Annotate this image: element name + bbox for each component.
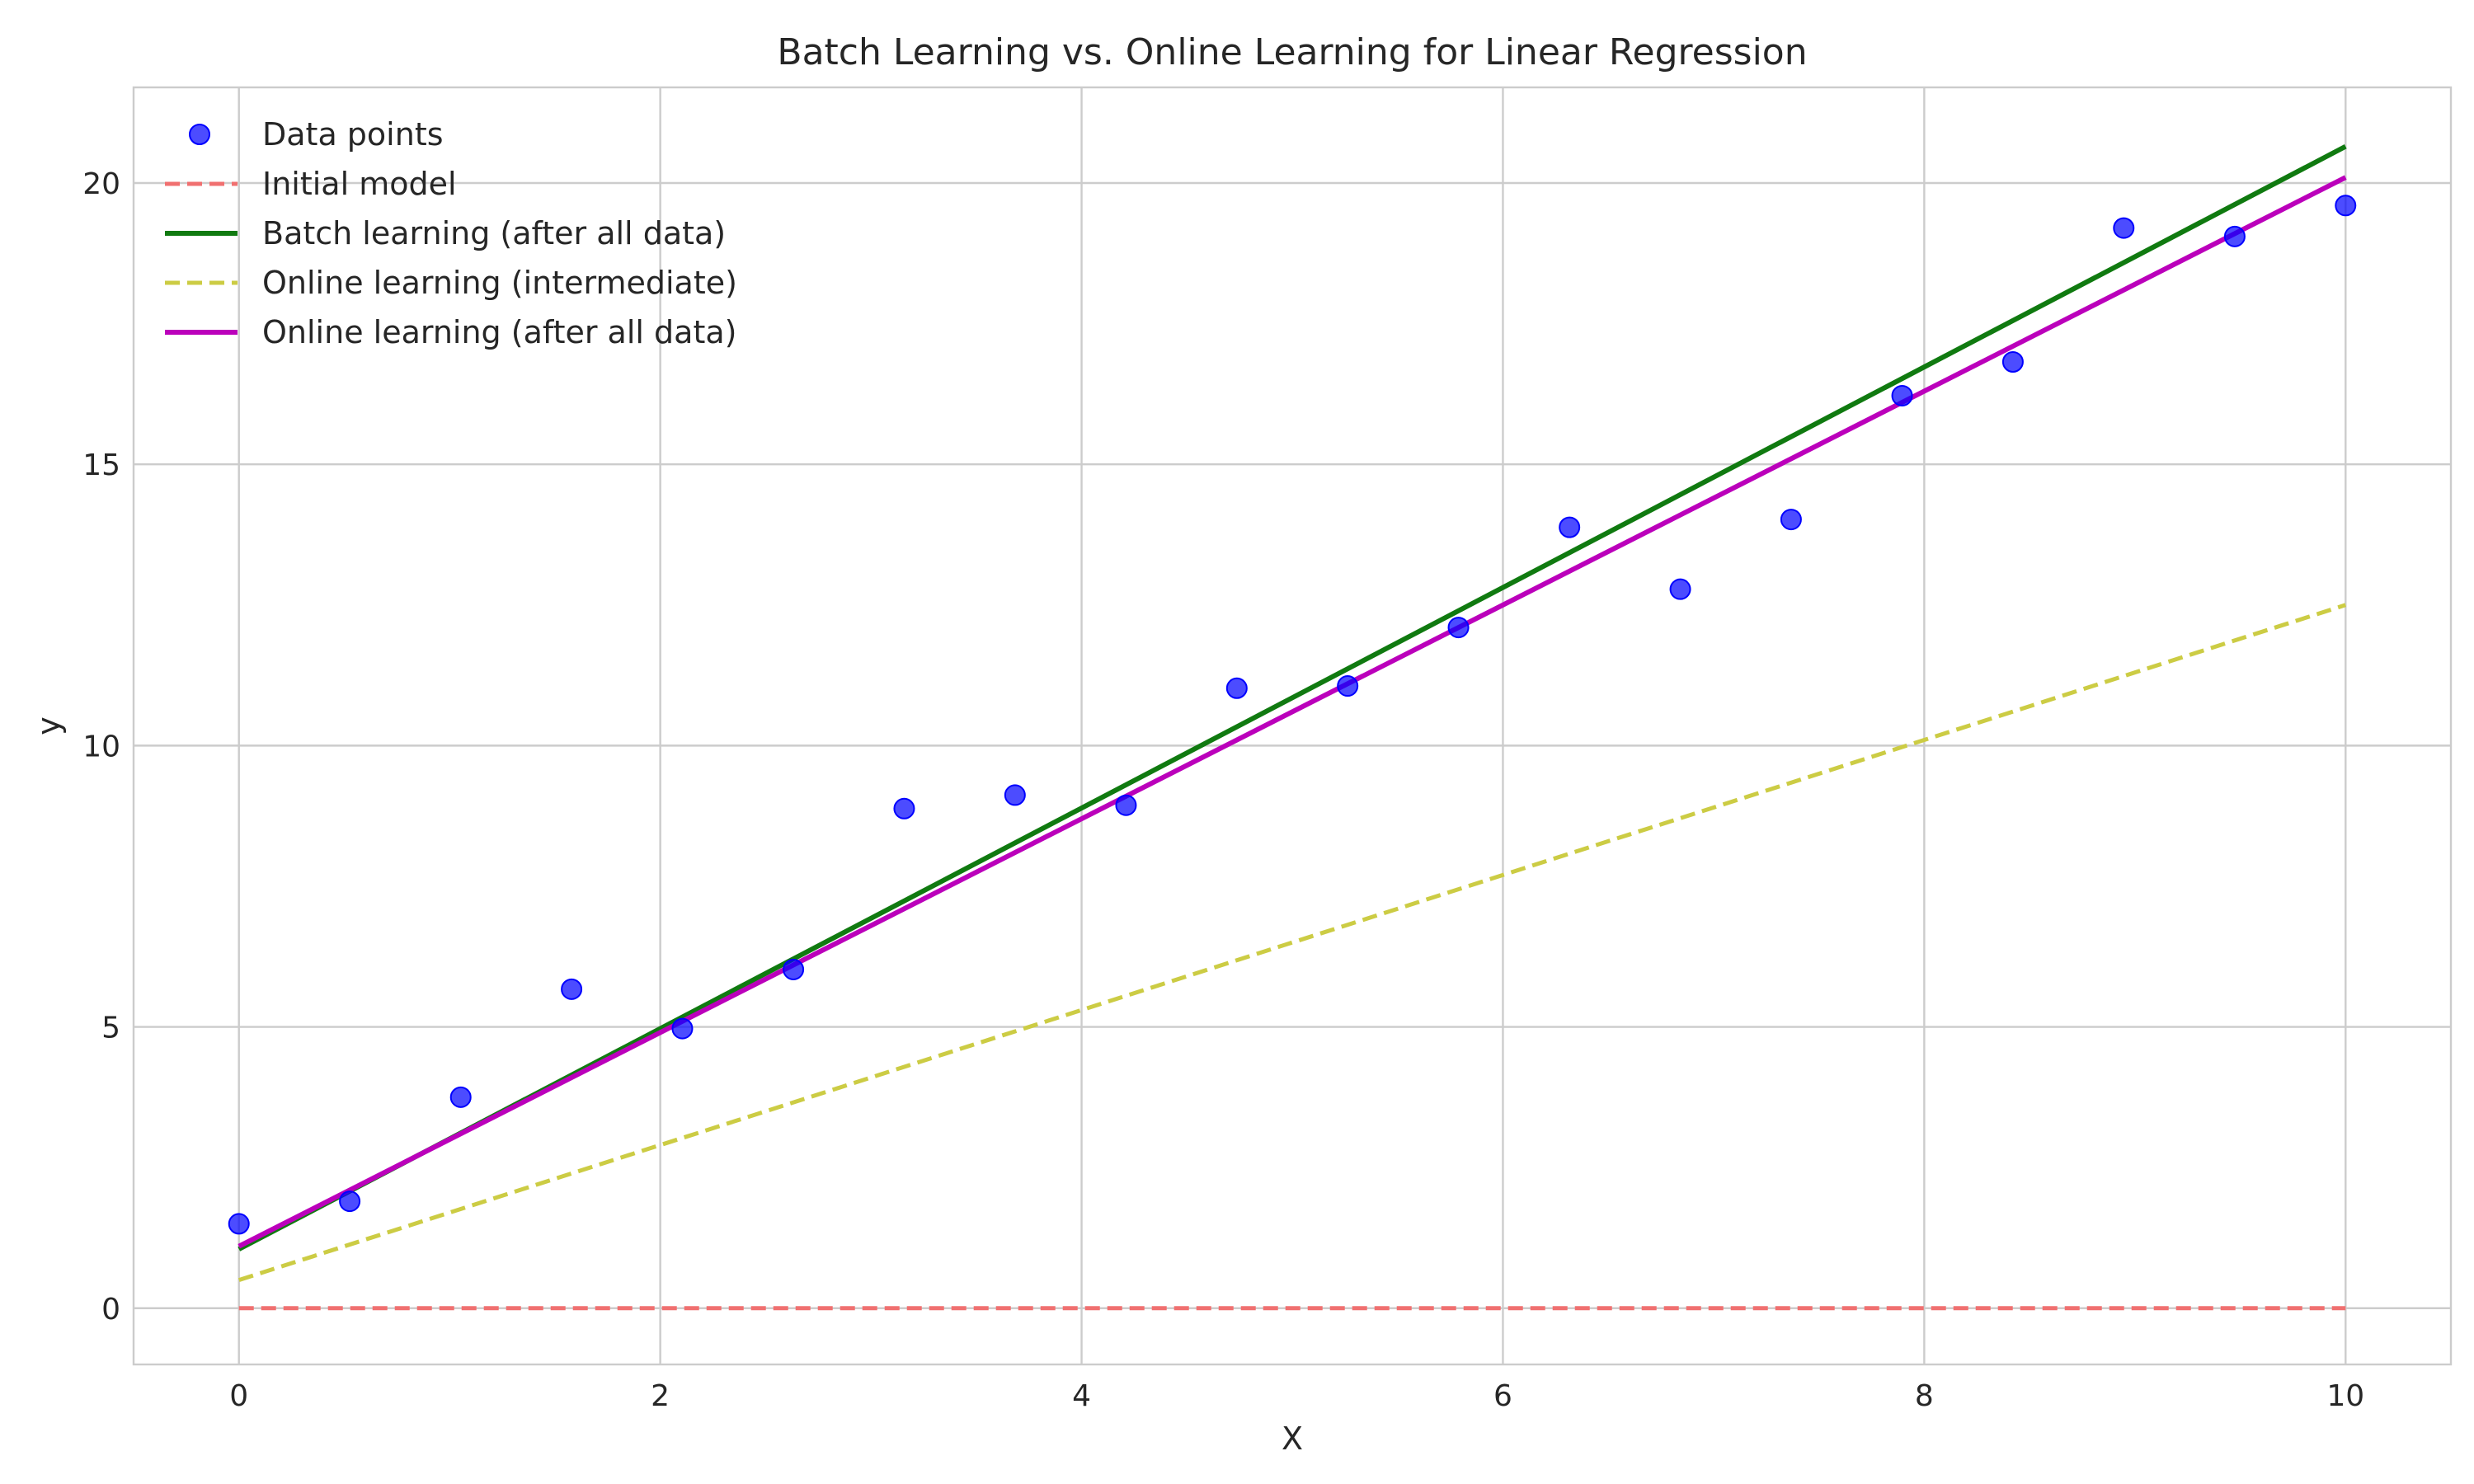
x-axis-label: X xyxy=(1282,1421,1303,1457)
data-point xyxy=(2001,351,2024,373)
data-point xyxy=(2113,217,2135,239)
data-point xyxy=(449,1086,472,1108)
data-points xyxy=(228,195,2357,1235)
legend-label: Initial model xyxy=(262,166,457,202)
grid xyxy=(134,87,2451,1364)
x-tick-label: 6 xyxy=(1493,1379,1512,1413)
y-axis-label: y xyxy=(31,716,67,735)
data-point xyxy=(1447,617,1470,639)
data-point xyxy=(783,958,805,980)
legend-item: Online learning (after all data) xyxy=(165,314,736,350)
series-lines xyxy=(238,143,2347,1311)
series-line-4 xyxy=(238,175,2347,1249)
data-point xyxy=(2223,225,2246,247)
y-tick-label: 0 xyxy=(101,1293,120,1327)
y-tick-label: 5 xyxy=(101,1012,120,1045)
legend-label: Online learning (after all data) xyxy=(262,314,736,350)
chart-title: Batch Learning vs. Online Learning for L… xyxy=(777,31,1807,73)
data-point xyxy=(1225,677,1248,699)
legend-marker xyxy=(189,124,210,145)
data-point xyxy=(561,978,583,1000)
legend-item: Online learning (intermediate) xyxy=(165,265,737,301)
legend-label: Online learning (intermediate) xyxy=(262,265,737,301)
legend-item: Initial model xyxy=(165,166,457,202)
legend: Data points Initial model Batch learning (… xyxy=(165,116,737,350)
x-ticks: 0 2 4 6 8 10 xyxy=(229,1379,2364,1413)
data-point xyxy=(1115,794,1137,816)
legend-label: Batch learning (after all data) xyxy=(262,215,726,251)
x-tick-label: 0 xyxy=(229,1379,248,1413)
data-point xyxy=(2335,195,2357,217)
y-ticks: 0 5 10 15 20 xyxy=(82,167,120,1327)
x-tick-label: 8 xyxy=(1915,1379,1934,1413)
plot-frame xyxy=(132,86,2453,1366)
series-line-3 xyxy=(238,603,2347,1283)
x-tick-label: 10 xyxy=(2326,1379,2364,1413)
series-line-2 xyxy=(238,143,2347,1252)
data-point xyxy=(671,1017,694,1040)
x-tick-label: 2 xyxy=(651,1379,670,1413)
y-tick-label: 20 xyxy=(82,167,120,201)
data-point xyxy=(228,1213,250,1235)
legend-item: Batch learning (after all data) xyxy=(165,215,726,251)
data-point xyxy=(1337,675,1359,697)
legend-label: Data points xyxy=(262,116,444,153)
data-point xyxy=(339,1190,361,1213)
y-tick-label: 10 xyxy=(82,730,120,763)
data-point xyxy=(1004,784,1026,806)
data-point xyxy=(893,797,915,819)
data-point xyxy=(1669,578,1691,600)
data-point xyxy=(1891,384,1913,406)
y-tick-label: 15 xyxy=(82,448,120,482)
data-point xyxy=(1559,516,1581,538)
data-point xyxy=(1780,509,1802,531)
legend-item: Data points xyxy=(189,116,444,153)
x-tick-label: 4 xyxy=(1072,1379,1091,1413)
